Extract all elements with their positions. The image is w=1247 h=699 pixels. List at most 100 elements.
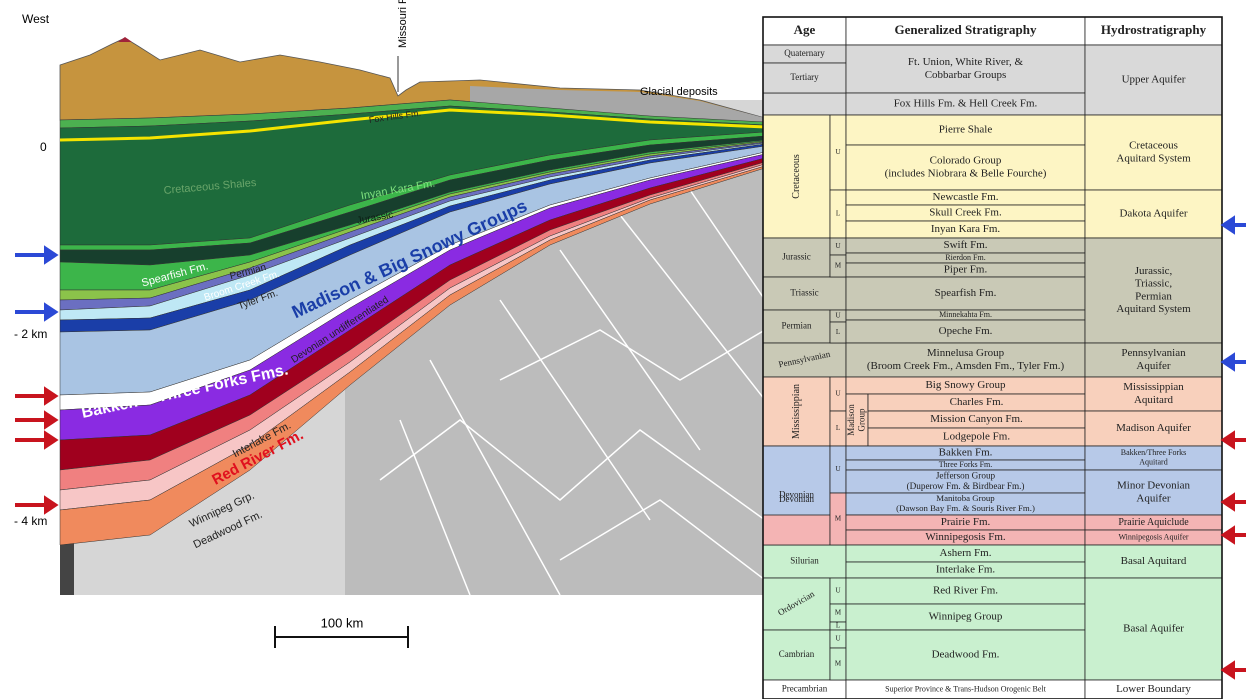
cell-label: L [836, 424, 840, 432]
cell-label: Lodgepole Fm. [943, 431, 1010, 443]
cell-label: Prairie Aquiclude [1118, 517, 1189, 528]
cell-text: Deadwood Fm. [932, 649, 1000, 661]
cell-label: (includes Niobrara & Belle Fourche) [885, 167, 1047, 179]
cell-label: Jefferson Group [936, 470, 996, 480]
cell-text: Basal Aquifer [1123, 623, 1184, 635]
cell-label: M [835, 660, 842, 668]
cell-label: Mississippian [1123, 381, 1184, 393]
cell-text: Inyan Kara Fm. [931, 223, 1001, 235]
cell-label: L [836, 210, 840, 218]
cell-label: Winnipeg Group [929, 611, 1003, 623]
cell-text: Prairie Fm. [941, 516, 991, 528]
cell-label: Aquitard [1139, 457, 1167, 466]
cell-label: Aquitard System [1116, 152, 1191, 164]
flow-arrow [1224, 529, 1246, 541]
cell-label: Fox Hills Fm. & Hell Creek Fm. [894, 98, 1038, 110]
cell-label: Opeche Fm. [939, 325, 993, 337]
cell-label: Quaternary [784, 48, 825, 58]
cell-text: M [835, 609, 842, 617]
cell-label: Hydrostratigraphy [1101, 22, 1207, 37]
cell-text: Ft. Union, White River, &Cobbarbar Group… [908, 56, 1024, 81]
cell-label: Spearfish Fm. [935, 287, 997, 299]
cell-text: Permian [782, 321, 812, 331]
cell-text: Age [794, 22, 816, 37]
stratigraphy-table: Age Generalized Stratigraphy Hydrostratigr… [763, 17, 1246, 699]
cell-label: (Broom Creek Fm., Amsden Fm., Tyler Fm.) [867, 360, 1065, 372]
cell-label: Superior Province & Trans-Hudson Orogeni… [885, 684, 1046, 693]
cell-text: M [835, 262, 842, 270]
cell-label: Interlake Fm. [936, 564, 996, 576]
cell-text: Madison Aquifer [1116, 422, 1191, 434]
cell-label: Triassic [790, 288, 818, 298]
cell-label: Charles Fm. [950, 396, 1004, 408]
cell-label: M [835, 262, 842, 270]
cell-text: Winnipegosis Fm. [925, 531, 1005, 543]
cell-label: Mission Canyon Fm. [930, 413, 1023, 425]
cell-label: L [836, 328, 840, 336]
cell-text: Fox Hills Fm. & Hell Creek Fm. [894, 98, 1038, 110]
flow-arrow [15, 414, 55, 426]
cell-text: Mission Canyon Fm. [930, 413, 1023, 425]
flow-arrow [15, 390, 55, 402]
figure: WestMissouri R.Glacial deposits0- 2 km- … [0, 0, 1247, 699]
cell-text: U [835, 148, 840, 156]
cell-label: Permian [782, 321, 812, 331]
cell-label: Bakken Fm. [939, 447, 993, 459]
cell-text: Opeche Fm. [939, 325, 993, 337]
cell-label: Ft. Union, White River, & [908, 56, 1024, 68]
cell-label: U [835, 242, 840, 250]
depth-label: - 2 km [14, 327, 47, 341]
cell-text: U [835, 242, 840, 250]
depth-label: - 4 km [14, 514, 47, 528]
table-cell [763, 93, 846, 115]
table-cell [763, 515, 830, 545]
flow-arrow [1224, 356, 1246, 368]
cell-label: M [835, 515, 842, 523]
cell-label: Precambrian [782, 684, 828, 694]
cell-text: Lower Boundary [1116, 683, 1191, 695]
cell-label: (Dawson Bay Fm. & Souris River Fm.) [896, 503, 1035, 513]
cell-text: Swift Fm. [943, 239, 987, 251]
cell-label: Minnelusa Group [927, 347, 1005, 359]
cell-text: Generalized Stratigraphy [895, 22, 1037, 37]
cell-text: Silurian [790, 556, 819, 566]
cell-label: Piper Fm. [944, 264, 988, 276]
cell-label: Inyan Kara Fm. [931, 223, 1001, 235]
cell-text: U [835, 390, 840, 398]
cell-label: Cobbarbar Groups [925, 69, 1007, 81]
cell-text: Charles Fm. [950, 396, 1004, 408]
cell-text: Three Forks Fm. [939, 460, 993, 469]
cell-text: L [836, 328, 840, 336]
cell-label: Silurian [790, 556, 819, 566]
cell-label: Jurassic, [1135, 265, 1173, 277]
cell-text: Newcastle Fm. [933, 191, 999, 203]
cell-label: Cambrian [779, 649, 815, 659]
cell-label: Aquitard System [1116, 303, 1191, 315]
cell-label: Three Forks Fm. [939, 460, 993, 469]
cell-text: U [835, 587, 840, 595]
cell-label: Winnipegosis Fm. [925, 531, 1005, 543]
cell-text: Rierdon Fm. [945, 253, 985, 262]
cell-text: Minnekahta Fm. [939, 310, 992, 319]
cell-text: Upper Aquifer [1122, 74, 1186, 86]
cell-label: M [835, 609, 842, 617]
cell-label: Age [794, 22, 816, 37]
cell-text: Mississippian [791, 384, 802, 439]
cell-label: Upper Aquifer [1122, 74, 1186, 86]
scale-label: 100 km [321, 615, 364, 630]
cell-label: Swift Fm. [943, 239, 987, 251]
cell-label: Permian [1135, 290, 1172, 302]
flow-arrow [1224, 496, 1246, 508]
glacial-label: Glacial deposits [640, 86, 718, 98]
flow-arrow [15, 434, 55, 446]
direction-label: West [22, 12, 50, 26]
cell-text: L [836, 210, 840, 218]
cell-label: Cretaceous [1129, 140, 1178, 152]
cell-text: U [835, 465, 840, 473]
cell-label: Mississippian [791, 384, 802, 439]
cell-text: Ashern Fm. [940, 547, 992, 559]
flow-arrow [15, 306, 55, 318]
cell-label: U [835, 465, 840, 473]
cell-text: M [835, 660, 842, 668]
